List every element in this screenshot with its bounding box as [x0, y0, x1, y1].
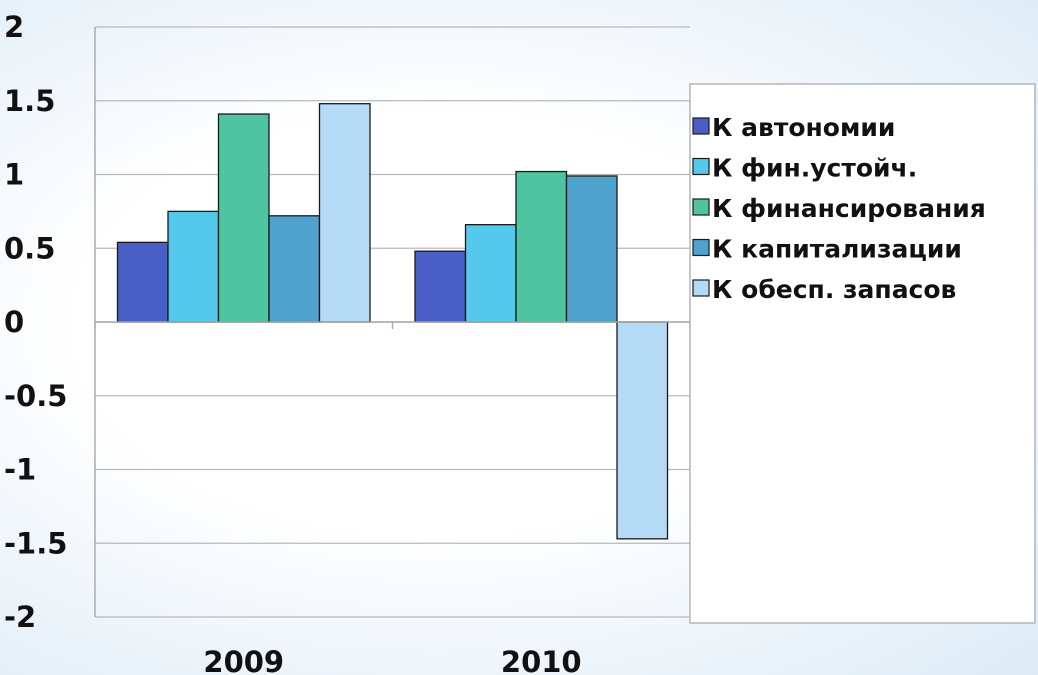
bar-2009-series-2: [167, 210, 220, 323]
bar-2010-series-5: [616, 321, 669, 540]
bar-2010-series-1: [414, 250, 467, 323]
legend: К автономии К фин.устойч. К финансирования…: [689, 83, 1036, 624]
legend-swatch: [692, 198, 710, 216]
legend-label: К капитализации: [712, 235, 962, 264]
legend-swatch: [692, 279, 710, 297]
axes: [94, 27, 691, 617]
legend-swatch: [692, 238, 710, 257]
x-category-label: 2009: [203, 645, 284, 675]
y-tick-label: 0.5: [4, 231, 55, 265]
legend-swatch: [692, 117, 710, 135]
y-tick-label: -1.5: [4, 526, 67, 560]
x-category-label: 2010: [501, 645, 582, 675]
bar-2009-series-5: [318, 103, 371, 323]
y-axis-tick-labels: 2 1.5 1 0.5 0 -0.5 -1 -1.5 -2: [4, 10, 67, 634]
legend-swatch: [692, 157, 710, 176]
y-tick-label: 2: [4, 10, 24, 44]
y-tick-label: -2: [4, 600, 36, 634]
bar-2010-series-4: [565, 175, 618, 323]
bars: [116, 103, 669, 540]
legend-frame: [689, 83, 1036, 624]
legend-label: К автономии: [712, 113, 895, 142]
y-tick-label: -1: [4, 453, 36, 487]
bar-2010-series-2: [464, 223, 517, 323]
y-tick-label: -0.5: [4, 379, 67, 413]
bar-2010-series-3: [515, 170, 568, 323]
bar-2009-series-1: [116, 241, 169, 323]
bar-2009-series-3: [217, 113, 270, 323]
x-axis-category-labels: 2009 2010: [203, 645, 581, 675]
y-tick-label: 1: [4, 158, 24, 192]
bar-2009-series-4: [268, 215, 321, 323]
y-tick-label: 0: [4, 305, 24, 339]
y-tick-label: 1.5: [4, 84, 55, 118]
legend-label: К фин.устойч.: [712, 154, 917, 183]
legend-label: К финансирования: [712, 194, 986, 223]
legend-label: К обесп. запасов: [712, 275, 956, 304]
